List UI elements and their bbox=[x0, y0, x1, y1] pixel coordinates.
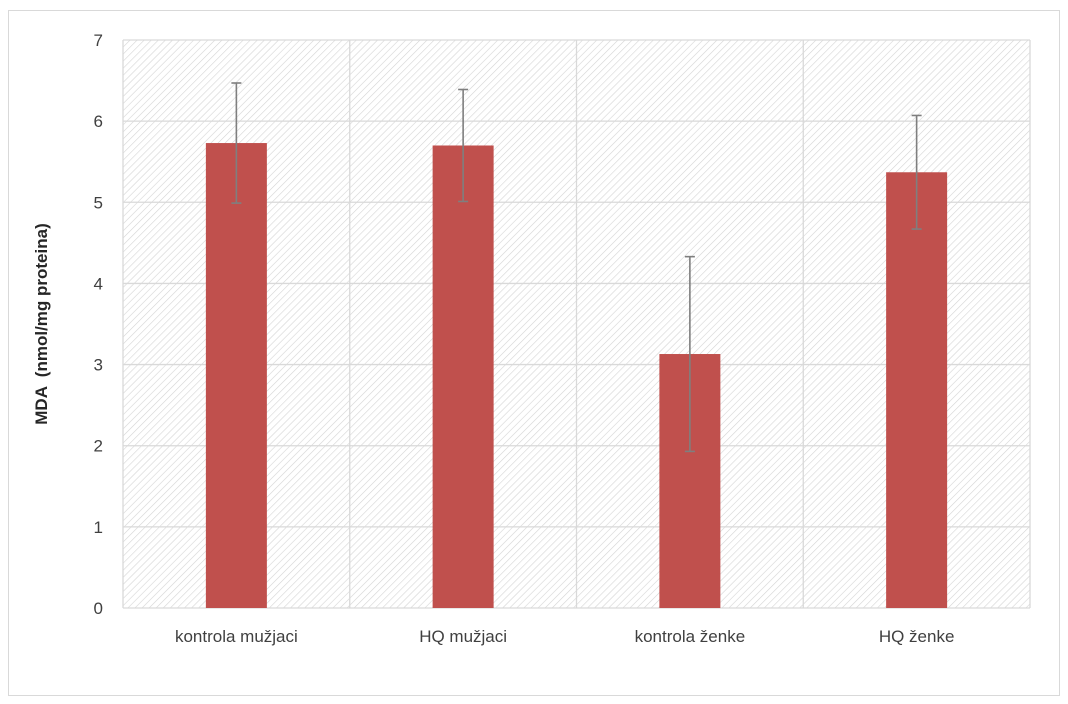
y-tick-label: 6 bbox=[94, 112, 103, 131]
y-tick-labels: 0 1 2 3 4 5 6 7 bbox=[94, 31, 103, 618]
x-tick-label: HQ mužjaci bbox=[419, 627, 507, 646]
bar bbox=[205, 143, 267, 608]
y-tick-label: 7 bbox=[94, 31, 103, 50]
error-bar bbox=[458, 88, 469, 203]
y-tick-label: 2 bbox=[94, 437, 103, 456]
y-tick-label: 5 bbox=[94, 193, 103, 212]
x-tick-label: kontrola ženke bbox=[635, 627, 746, 646]
error-bars bbox=[231, 82, 922, 453]
x-tick-label: kontrola mužjaci bbox=[175, 627, 298, 646]
x-tick-labels: kontrola mužjaci HQ mužjaci kontrola ženke… bbox=[175, 627, 954, 646]
y-tick-label: 0 bbox=[94, 599, 103, 618]
x-tick-label: HQ ženke bbox=[879, 627, 955, 646]
y-tick-label: 3 bbox=[94, 356, 103, 375]
gridlines bbox=[122, 39, 1031, 609]
y-tick-label: 1 bbox=[94, 518, 103, 537]
bar bbox=[432, 145, 494, 608]
error-bar bbox=[684, 255, 695, 453]
y-tick-label: 4 bbox=[94, 274, 103, 293]
y-axis-title: MDA (nmol/mg proteina) bbox=[32, 223, 51, 424]
error-bar bbox=[911, 114, 922, 230]
bar bbox=[886, 172, 948, 608]
error-bar bbox=[231, 82, 242, 204]
bars bbox=[205, 143, 948, 608]
